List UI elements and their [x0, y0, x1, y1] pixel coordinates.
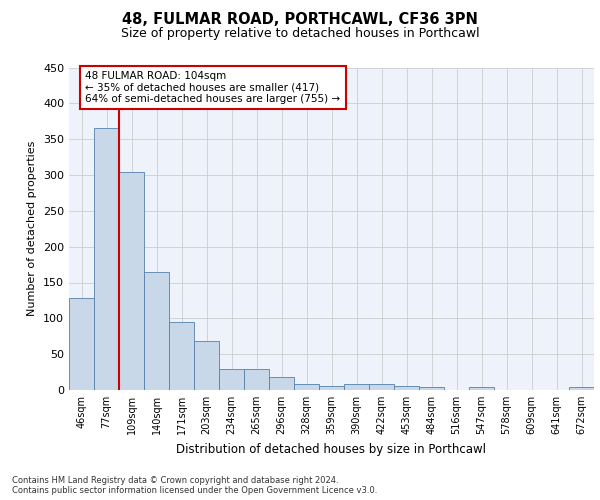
Bar: [194, 342, 219, 390]
Bar: [144, 272, 169, 390]
Y-axis label: Number of detached properties: Number of detached properties: [28, 141, 37, 316]
Bar: [94, 128, 119, 390]
Bar: [294, 384, 319, 390]
Text: 48 FULMAR ROAD: 104sqm
← 35% of detached houses are smaller (417)
64% of semi-de: 48 FULMAR ROAD: 104sqm ← 35% of detached…: [85, 71, 340, 104]
Bar: [569, 387, 594, 390]
X-axis label: Distribution of detached houses by size in Porthcawl: Distribution of detached houses by size …: [176, 442, 487, 456]
Bar: [119, 172, 144, 390]
Bar: [319, 386, 344, 390]
Bar: [469, 387, 494, 390]
Text: 48, FULMAR ROAD, PORTHCAWL, CF36 3PN: 48, FULMAR ROAD, PORTHCAWL, CF36 3PN: [122, 12, 478, 28]
Text: Size of property relative to detached houses in Porthcawl: Size of property relative to detached ho…: [121, 28, 479, 40]
Bar: [369, 384, 394, 390]
Bar: [394, 386, 419, 390]
Text: Contains HM Land Registry data © Crown copyright and database right 2024.
Contai: Contains HM Land Registry data © Crown c…: [12, 476, 377, 495]
Bar: [419, 387, 444, 390]
Bar: [344, 384, 369, 390]
Bar: [169, 322, 194, 390]
Bar: [219, 368, 244, 390]
Bar: [244, 368, 269, 390]
Bar: [69, 298, 94, 390]
Bar: [269, 377, 294, 390]
